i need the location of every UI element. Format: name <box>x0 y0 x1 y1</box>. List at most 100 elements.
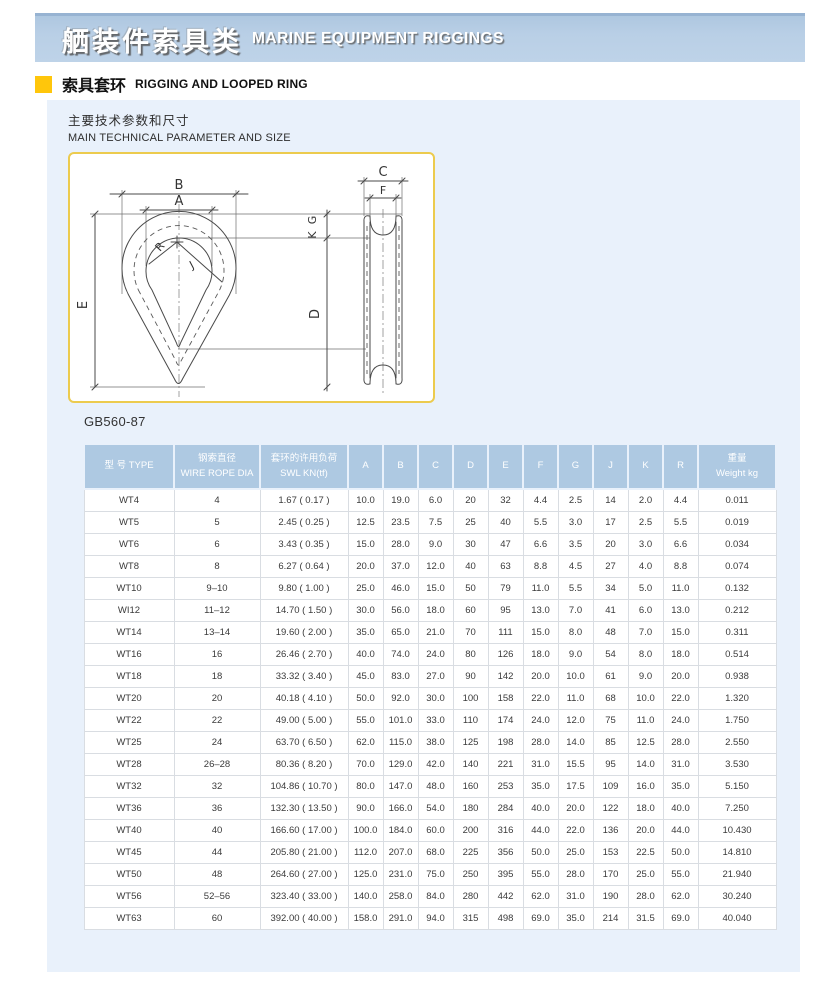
table-cell: WT56 <box>83 885 175 908</box>
table-cell: 3.530 <box>697 753 777 776</box>
table-cell: 30.240 <box>697 885 777 908</box>
table-cell: 16 <box>173 643 261 666</box>
table-cell: 9.0 <box>417 533 454 556</box>
table-cell: 80.0 <box>347 775 384 798</box>
table-cell: 14 <box>592 488 629 512</box>
dim-label-C: C <box>378 165 387 180</box>
table-cell: 2.550 <box>697 731 777 754</box>
table-row: WT22 22 49.00 ( 5.00 ) 55.0 101.0 33.0 110 174 2… <box>83 709 777 732</box>
table-cell: 40 <box>173 819 261 842</box>
table-cell: 140.0 <box>347 885 384 908</box>
table-cell: 31.5 <box>627 907 664 930</box>
table-cell: WI12 <box>83 599 175 622</box>
table-cell: 33.32 ( 3.40 ) <box>259 665 349 688</box>
table-cell: 5.5 <box>522 511 559 534</box>
table-cell: 207.0 <box>382 841 419 864</box>
table-cell: 10.0 <box>627 687 664 710</box>
content-panel: 主要技术参数和尺寸 MAIN TECHNICAL PARAMETER AND S… <box>47 100 800 972</box>
table-cell: WT18 <box>83 665 175 688</box>
table-cell: 5.0 <box>627 577 664 600</box>
table-cell: 0.938 <box>697 665 777 688</box>
column-header: C <box>417 443 454 490</box>
table-cell: 9–10 <box>173 577 261 600</box>
yellow-square-bullet-icon <box>35 75 52 93</box>
table-cell: 7.250 <box>697 797 777 820</box>
table-cell: 184.0 <box>382 819 419 842</box>
table-cell: 60 <box>173 907 261 930</box>
table-row: WT4 4 1.67 ( 0.17 ) 10.0 19.0 6.0 20 32 4.4 2.5 14… <box>83 488 777 512</box>
table-cell: 18.0 <box>662 643 699 666</box>
table-cell: 166.60 ( 17.00 ) <box>259 819 349 842</box>
table-cell: 52–56 <box>173 885 261 908</box>
table-cell: 26–28 <box>173 753 261 776</box>
table-cell: 31.0 <box>522 753 559 776</box>
table-cell: 5.5 <box>662 511 699 534</box>
table-cell: 323.40 ( 33.00 ) <box>259 885 349 908</box>
table-cell: 15.0 <box>522 621 559 644</box>
table-cell: 14.0 <box>627 753 664 776</box>
page-banner: 舾装件索具类 MARINE EQUIPMENT RIGGINGS <box>35 13 805 62</box>
table-cell: 3.43 ( 0.35 ) <box>259 533 349 556</box>
table-cell: 231.0 <box>382 863 419 886</box>
table-cell: 10.0 <box>557 665 594 688</box>
table-cell: 166.0 <box>382 797 419 820</box>
table-cell: 4.4 <box>522 488 559 512</box>
table-cell: 10.430 <box>697 819 777 842</box>
column-header: J <box>592 443 629 490</box>
table-cell: WT20 <box>83 687 175 710</box>
spec-table: 型 号 TYPE 钢索直径 WIRE ROPE DIA 套环的许用负荷 SWL KN(t… <box>83 443 777 930</box>
table-row: WT56 52–56 323.40 ( 33.00 ) 140.0 258.0 84.0 2… <box>83 885 777 908</box>
table-body: WT4 4 1.67 ( 0.17 ) 10.0 19.0 6.0 20 32 4.4 2.5 14… <box>83 488 777 930</box>
header-row: 型 号 TYPE 钢索直径 WIRE ROPE DIA 套环的许用负荷 SWL KN(t… <box>83 443 777 490</box>
table-cell: 8.8 <box>522 555 559 578</box>
table-cell: 4.5 <box>557 555 594 578</box>
table-cell: 12.0 <box>417 555 454 578</box>
table-cell: 111 <box>487 621 524 644</box>
table-cell: 46.0 <box>382 577 419 600</box>
table-cell: 129.0 <box>382 753 419 776</box>
table-row: WT36 36 132.30 ( 13.50 ) 90.0 166.0 54.0 180 28… <box>83 797 777 820</box>
table-cell: 37.0 <box>382 555 419 578</box>
table-cell: 50.0 <box>662 841 699 864</box>
table-cell: 25.0 <box>347 577 384 600</box>
table-cell: 94.0 <box>417 907 454 930</box>
table-cell: 80 <box>452 643 489 666</box>
thimble-technical-drawing: B A E R J C F G K D <box>76 165 409 397</box>
table-cell: 316 <box>487 819 524 842</box>
section-title-zh: 索具套环 <box>62 78 127 95</box>
table-cell: 54 <box>592 643 629 666</box>
table-cell: 47 <box>487 533 524 556</box>
table-cell: 160 <box>452 775 489 798</box>
table-cell: 84.0 <box>417 885 454 908</box>
table-cell: 35.0 <box>522 775 559 798</box>
table-cell: WT4 <box>83 488 175 512</box>
table-cell: 24.0 <box>417 643 454 666</box>
dim-label-E: E <box>76 301 91 309</box>
table-cell: 30 <box>452 533 489 556</box>
table-cell: 22 <box>173 709 261 732</box>
table-cell: 356 <box>487 841 524 864</box>
table-cell: 35.0 <box>347 621 384 644</box>
intro-line-en: MAIN TECHNICAL PARAMETER AND SIZE <box>68 132 291 144</box>
table-cell: 20.0 <box>347 555 384 578</box>
table-cell: 28.0 <box>557 863 594 886</box>
table-cell: 5.5 <box>557 577 594 600</box>
table-cell: 2.5 <box>557 488 594 512</box>
table-cell: 112.0 <box>347 841 384 864</box>
table-cell: 3.5 <box>557 533 594 556</box>
table-cell: 11.0 <box>627 709 664 732</box>
table-cell: 49.00 ( 5.00 ) <box>259 709 349 732</box>
dim-label-F: F <box>380 184 386 197</box>
table-cell: 221 <box>487 753 524 776</box>
table-cell: 158.0 <box>347 907 384 930</box>
table-cell: 24.0 <box>522 709 559 732</box>
table-cell: 28.0 <box>382 533 419 556</box>
table-row: WT18 18 33.32 ( 3.40 ) 45.0 83.0 27.0 90 142 20.… <box>83 665 777 688</box>
table-cell: 63 <box>487 555 524 578</box>
table-cell: 20.0 <box>627 819 664 842</box>
table-cell: 2.45 ( 0.25 ) <box>259 511 349 534</box>
table-cell: 69.0 <box>522 907 559 930</box>
table-cell: 41 <box>592 599 629 622</box>
table-cell: WT28 <box>83 753 175 776</box>
table-cell: 392.00 ( 40.00 ) <box>259 907 349 930</box>
